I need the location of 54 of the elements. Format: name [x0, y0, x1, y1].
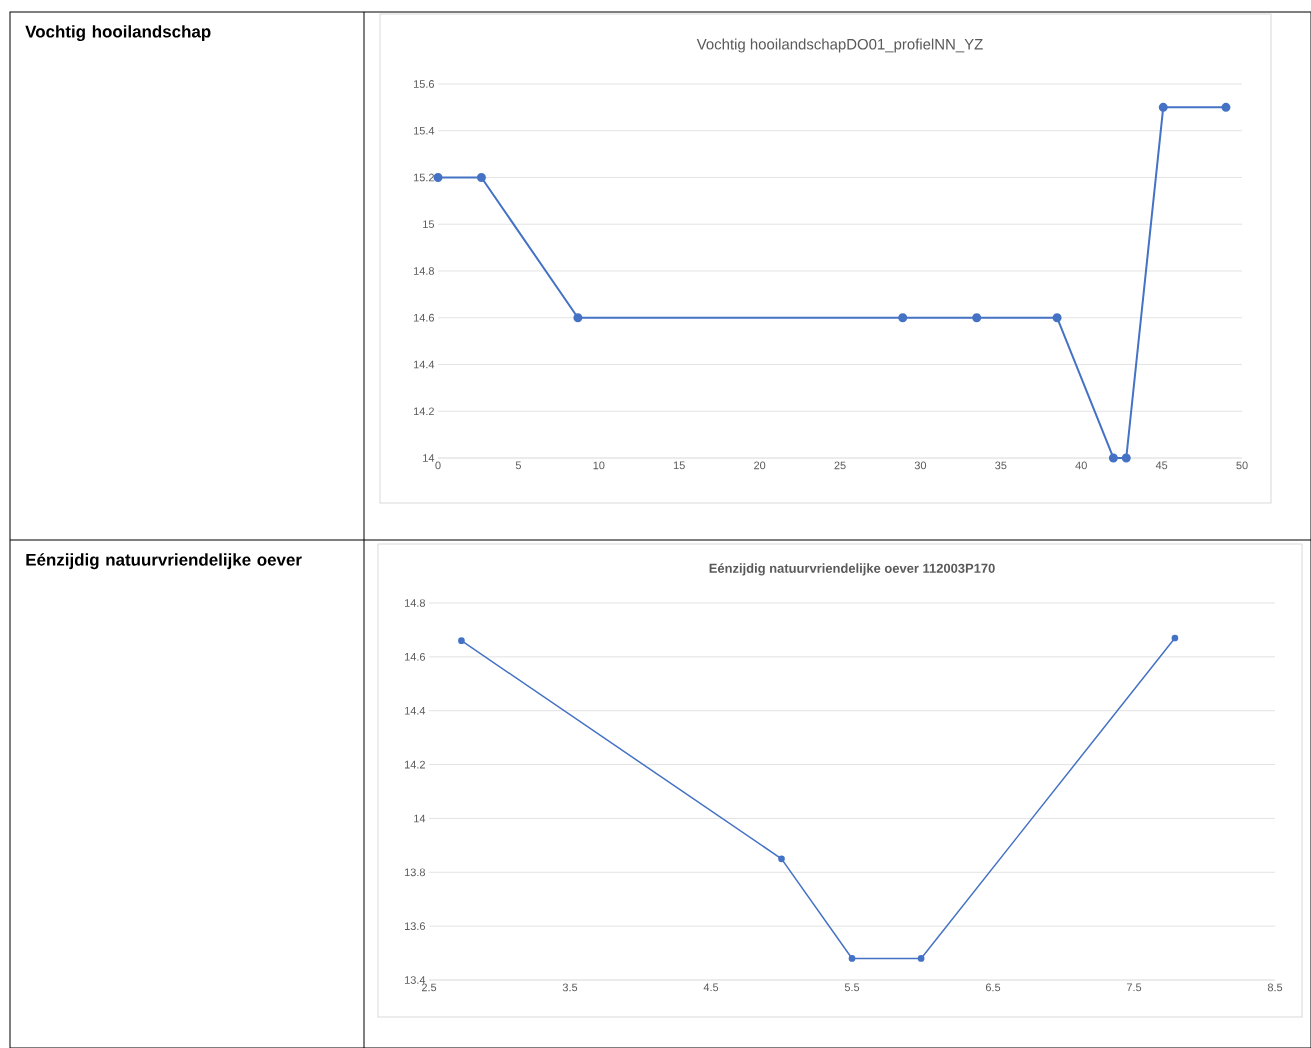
point	[1221, 102, 1231, 112]
y-tick-label: 14	[414, 814, 426, 823]
x-tick-label: 3.5	[562, 983, 578, 992]
y-tick-label: 15.2	[413, 173, 434, 182]
y-tick-label: 13.4	[404, 976, 426, 984]
y-tick-label: 15	[423, 220, 435, 229]
y-tick-label: 14.4	[404, 706, 426, 715]
x-tick-label: 50	[1236, 461, 1248, 470]
y-tick-label: 14.2	[404, 760, 425, 769]
point	[573, 313, 583, 323]
x-tick-label: 5.5	[844, 983, 860, 992]
point	[1108, 453, 1118, 463]
point	[1171, 634, 1179, 642]
point	[917, 955, 925, 962]
y-tick-label: 14.6	[413, 313, 434, 322]
point	[848, 955, 856, 962]
x-tick-label: 7.5	[1126, 983, 1142, 992]
x-tick-label: 10	[593, 461, 605, 470]
y-tick-label: 14.6	[404, 652, 425, 661]
x-tick-label: 30	[914, 461, 927, 470]
y-tick-label: 15.6	[413, 80, 434, 88]
point	[433, 172, 443, 182]
y-tick-label: 14	[423, 454, 435, 462]
x-tick-label: 25	[834, 461, 846, 470]
text: Eénzijdig natuurvriendelijke oever	[26, 553, 302, 570]
x-tick-label: 2.5	[421, 983, 437, 992]
y-tick-label: 14.2	[413, 407, 434, 416]
text: Vochtig hooilandschap	[25, 25, 211, 42]
y-tick-label: 14.8	[404, 599, 425, 607]
point	[972, 313, 982, 323]
x-tick-label: 6.5	[985, 983, 1001, 992]
point	[1121, 453, 1131, 463]
y-tick-label: 13.8	[404, 868, 425, 877]
x-tick-label: 45	[1155, 461, 1168, 470]
point	[898, 313, 908, 323]
x-tick-label: 20	[754, 461, 766, 470]
x-tick-label: 0	[435, 461, 441, 470]
point	[1052, 313, 1062, 323]
x-tick-label: 4.5	[703, 983, 719, 992]
y-tick-label: 13.6	[404, 922, 425, 931]
x-tick-label: 40	[1075, 461, 1087, 470]
x-tick-label: 35	[995, 461, 1007, 470]
y-tick-label: 14.8	[413, 267, 434, 275]
point	[458, 637, 465, 645]
x-tick-label: 8.5	[1267, 983, 1283, 992]
point	[778, 855, 785, 863]
x-tick-label: 5	[515, 461, 521, 470]
x-tick-label: 15	[673, 461, 685, 470]
point	[1158, 102, 1168, 112]
y-tick-label: 14.4	[413, 360, 435, 369]
y-tick-label: 15.4	[413, 126, 435, 135]
chart-title: Eénzijdig natuurvriendelijke oever 112003P170	[709, 563, 995, 576]
chart-title: Vochtig hooilandschapDO01_profielNN_YZ	[696, 38, 983, 53]
point	[476, 172, 486, 182]
